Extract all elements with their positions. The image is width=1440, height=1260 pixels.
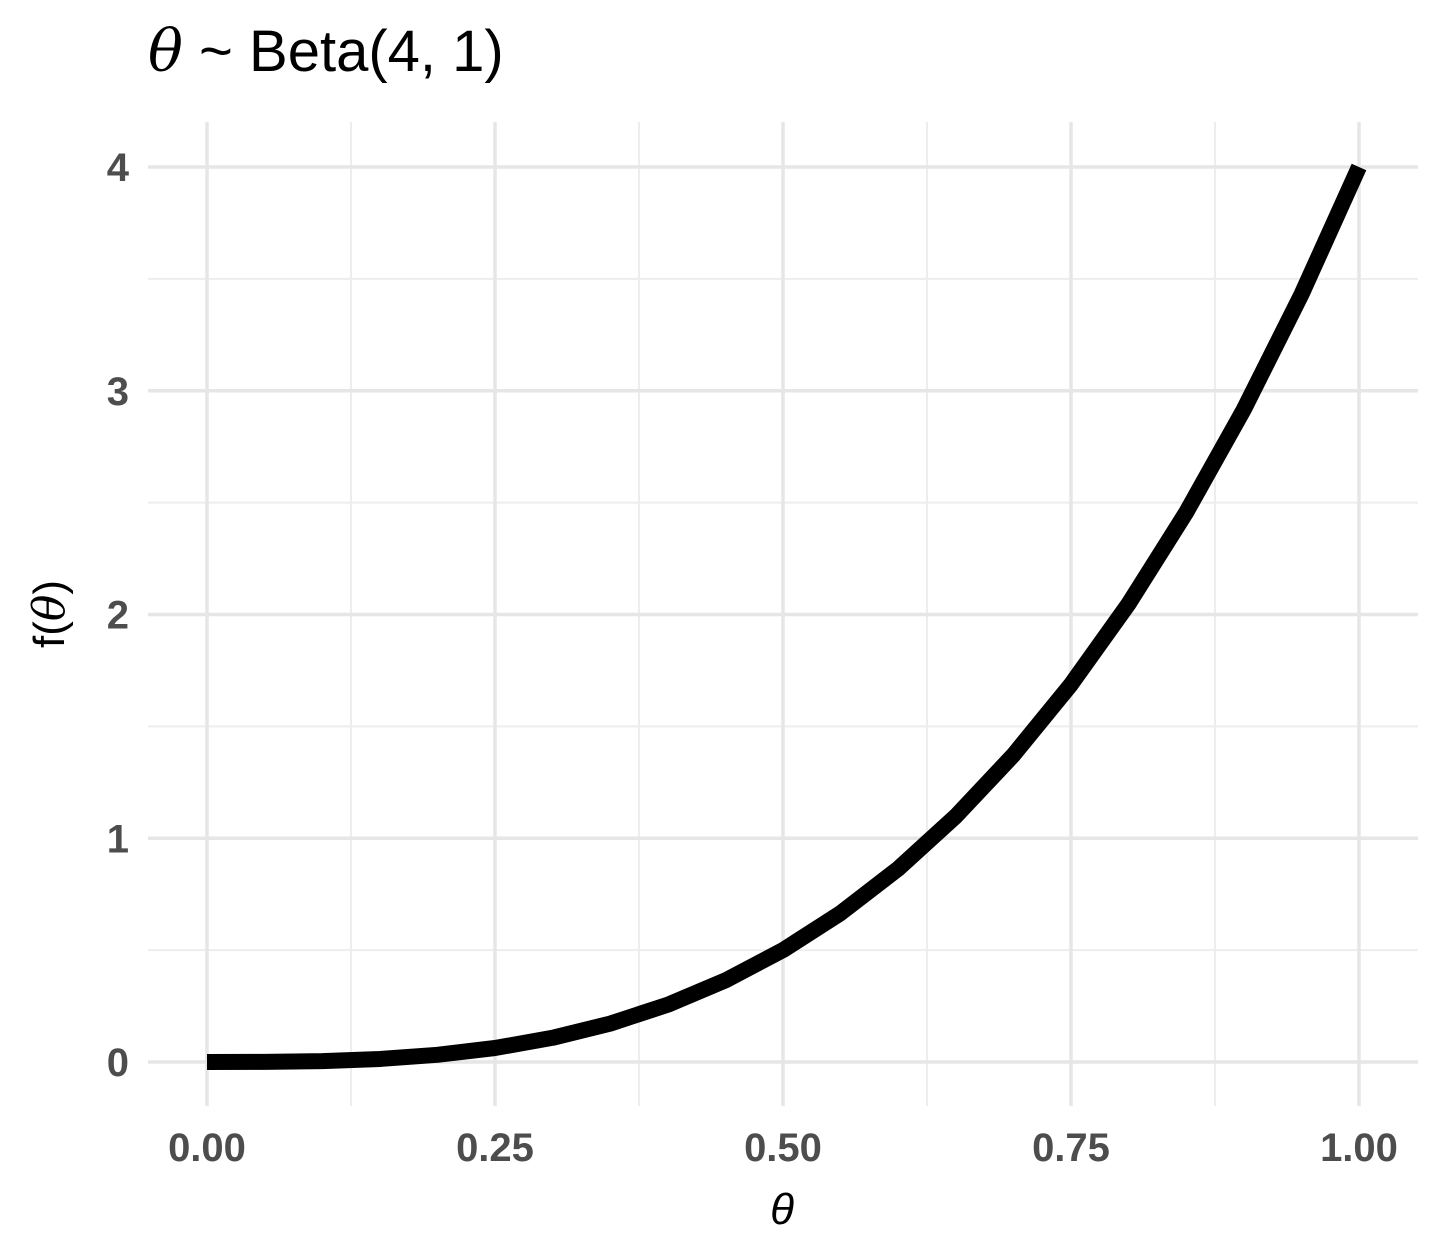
y-tick-label: 3 <box>107 370 129 414</box>
title-text: ~ Beta(4, 1) <box>183 19 504 84</box>
y-axis-label-suffix: ) <box>25 580 74 595</box>
y-tick-label: 4 <box>107 146 130 190</box>
chart-title: θ ~ Beta(4, 1) <box>148 17 504 85</box>
y-tick-label: 0 <box>107 1041 129 1085</box>
plot-area <box>206 163 1367 1070</box>
x-tick-label: 0.75 <box>1032 1126 1110 1170</box>
grid-lines <box>148 122 1418 1106</box>
x-tick-label: 1.00 <box>1320 1126 1398 1170</box>
y-axis-label: f(θ) <box>24 580 75 648</box>
x-tick-label: 0.50 <box>744 1126 822 1170</box>
y-axis-label-symbol: θ <box>24 595 75 622</box>
y-tick-label: 1 <box>107 817 129 861</box>
x-axis-label: θ <box>770 1185 794 1234</box>
title-symbol: θ <box>148 17 183 85</box>
x-tick-label: 0.00 <box>168 1126 246 1170</box>
y-tick-label: 2 <box>107 594 129 638</box>
density-curve <box>206 163 1367 1070</box>
y-axis-label-prefix: f( <box>25 621 74 648</box>
x-axis-ticks: 0.00 0.25 0.50 0.75 1.00 <box>168 1126 1398 1170</box>
x-tick-label: 0.25 <box>456 1126 534 1170</box>
y-axis-ticks: 0 1 2 3 4 <box>107 146 130 1085</box>
